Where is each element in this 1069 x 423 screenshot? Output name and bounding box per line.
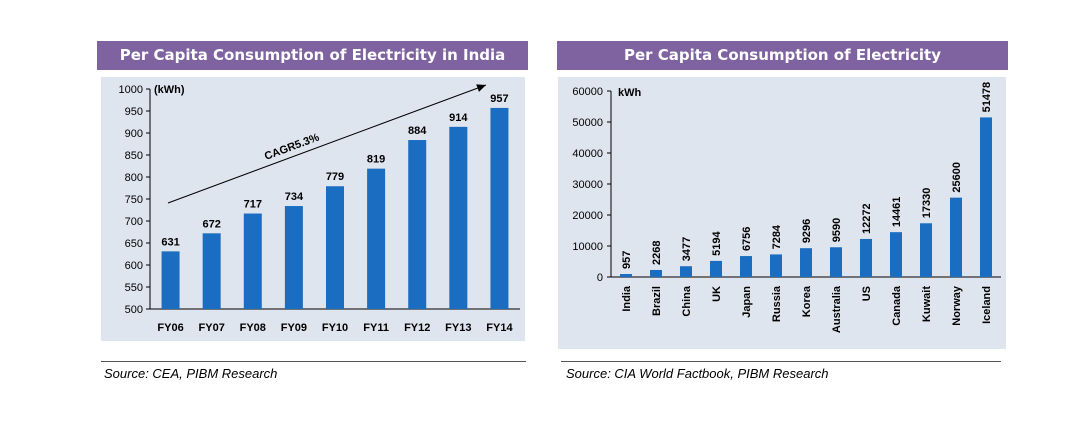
left-category-label: FY14 [486,322,513,334]
right-bar-iceland [980,117,992,277]
left-bar-fy09 [284,206,303,309]
left-y-tick-label: 850 [125,150,143,162]
right-data-label: 51478 [981,82,993,113]
left-y-tick-label: 750 [125,194,143,206]
left-data-label: 819 [367,154,385,166]
right-category-label: Korea [801,285,813,317]
left-data-label: 631 [161,236,179,248]
right-bar-norway [950,197,962,277]
right-chart-title: Per Capita Consumption of Electricity [557,41,1008,70]
left-category-label: FY10 [322,322,348,334]
right-bar-india [620,274,632,277]
left-y-tick-label: 1000 [119,84,143,96]
right-bar-kuwait [920,223,932,277]
right-y-tick-label: 60000 [572,86,603,98]
right-y-tick-label: 0 [597,272,603,284]
right-unit-label: kWh [618,87,642,99]
right-data-label: 9590 [831,218,843,242]
right-category-label: India [621,285,633,312]
left-data-label: 957 [490,93,508,105]
left-unit-label: (kWh) [154,84,185,96]
right-data-label: 25600 [951,162,963,193]
right-category-label: Japan [741,286,753,318]
right-category-label: Russia [771,285,783,322]
left-y-tick-label: 950 [125,106,143,118]
left-source-rule [101,361,526,362]
right-bar-japan [740,256,752,277]
right-category-label: Brazil [651,286,663,316]
right-data-label: 5194 [711,231,723,256]
right-bar-canada [890,232,902,277]
right-bar-us [860,238,872,277]
left-y-tick-label: 650 [125,238,143,250]
right-category-label: UK [711,286,723,302]
left-trend-arrowhead [476,84,486,92]
left-category-label: FY08 [240,322,266,334]
left-y-tick-label: 900 [125,128,143,140]
right-y-tick-label: 40000 [572,148,603,160]
left-bar-fy13 [449,126,468,309]
right-plot-area [558,77,1006,349]
right-data-label: 14461 [891,197,903,228]
left-bar-fy07 [202,233,221,309]
left-y-tick-label: 700 [125,216,143,228]
right-category-label: US [861,286,873,301]
left-data-label: 884 [408,125,427,137]
left-bar-fy10 [326,186,344,309]
right-y-tick-label: 50000 [572,117,603,129]
left-bar-fy14 [490,107,509,309]
left-category-label: FY12 [404,322,430,334]
right-category-label: Norway [951,285,963,326]
left-y-tick-label: 800 [125,172,143,184]
right-bar-korea [800,248,812,277]
left-y-tick-label: 550 [125,282,143,294]
right-data-label: 6756 [741,227,753,251]
left-data-label: 717 [244,199,262,211]
right-data-label: 9296 [801,219,813,243]
right-bar-brazil [650,269,662,277]
right-bar-china [680,266,692,277]
left-category-label: FY11 [363,322,389,334]
right-bar-australia [830,247,842,277]
right-source-text: Source: CIA World Factbook, PIBM Researc… [566,366,829,381]
left-category-label: FY09 [281,322,307,334]
right-data-label: 2268 [651,240,663,264]
left-category-label: FY13 [445,322,471,334]
right-data-label: 957 [621,251,633,269]
right-category-label: China [681,285,693,316]
left-category-label: FY07 [199,322,225,334]
left-data-label: 914 [449,112,468,124]
right-source-rule [561,361,1001,362]
left-y-tick-label: 500 [125,304,143,316]
left-bar-fy12 [408,140,427,309]
left-source-text: Source: CEA, PIBM Research [104,366,278,381]
left-chart-title: Per Capita Consumption of Electricity in… [97,41,528,70]
right-category-label: Iceland [981,286,993,324]
left-trend-arrow [167,84,487,204]
left-data-label: 672 [202,218,220,230]
left-category-label: FY06 [157,322,183,334]
left-bar-fy08 [243,213,262,309]
left-data-label: 779 [326,171,344,183]
right-bar-russia [770,254,782,277]
right-data-label: 12272 [861,203,873,234]
left-bar-fy11 [367,168,386,309]
left-y-tick-label: 600 [125,260,143,272]
right-y-tick-label: 10000 [572,241,603,253]
right-category-label: Canada [891,285,903,326]
right-data-label: 3477 [681,237,693,261]
right-category-label: Australia [831,285,843,333]
left-data-label: 734 [285,191,304,203]
right-bar-uk [710,260,722,277]
right-y-tick-label: 20000 [572,210,603,222]
right-data-label: 7284 [771,224,783,249]
left-bar-fy06 [161,251,180,309]
right-category-label: Kuwait [921,286,933,322]
right-y-tick-label: 30000 [572,179,603,191]
right-data-label: 17330 [921,188,933,219]
